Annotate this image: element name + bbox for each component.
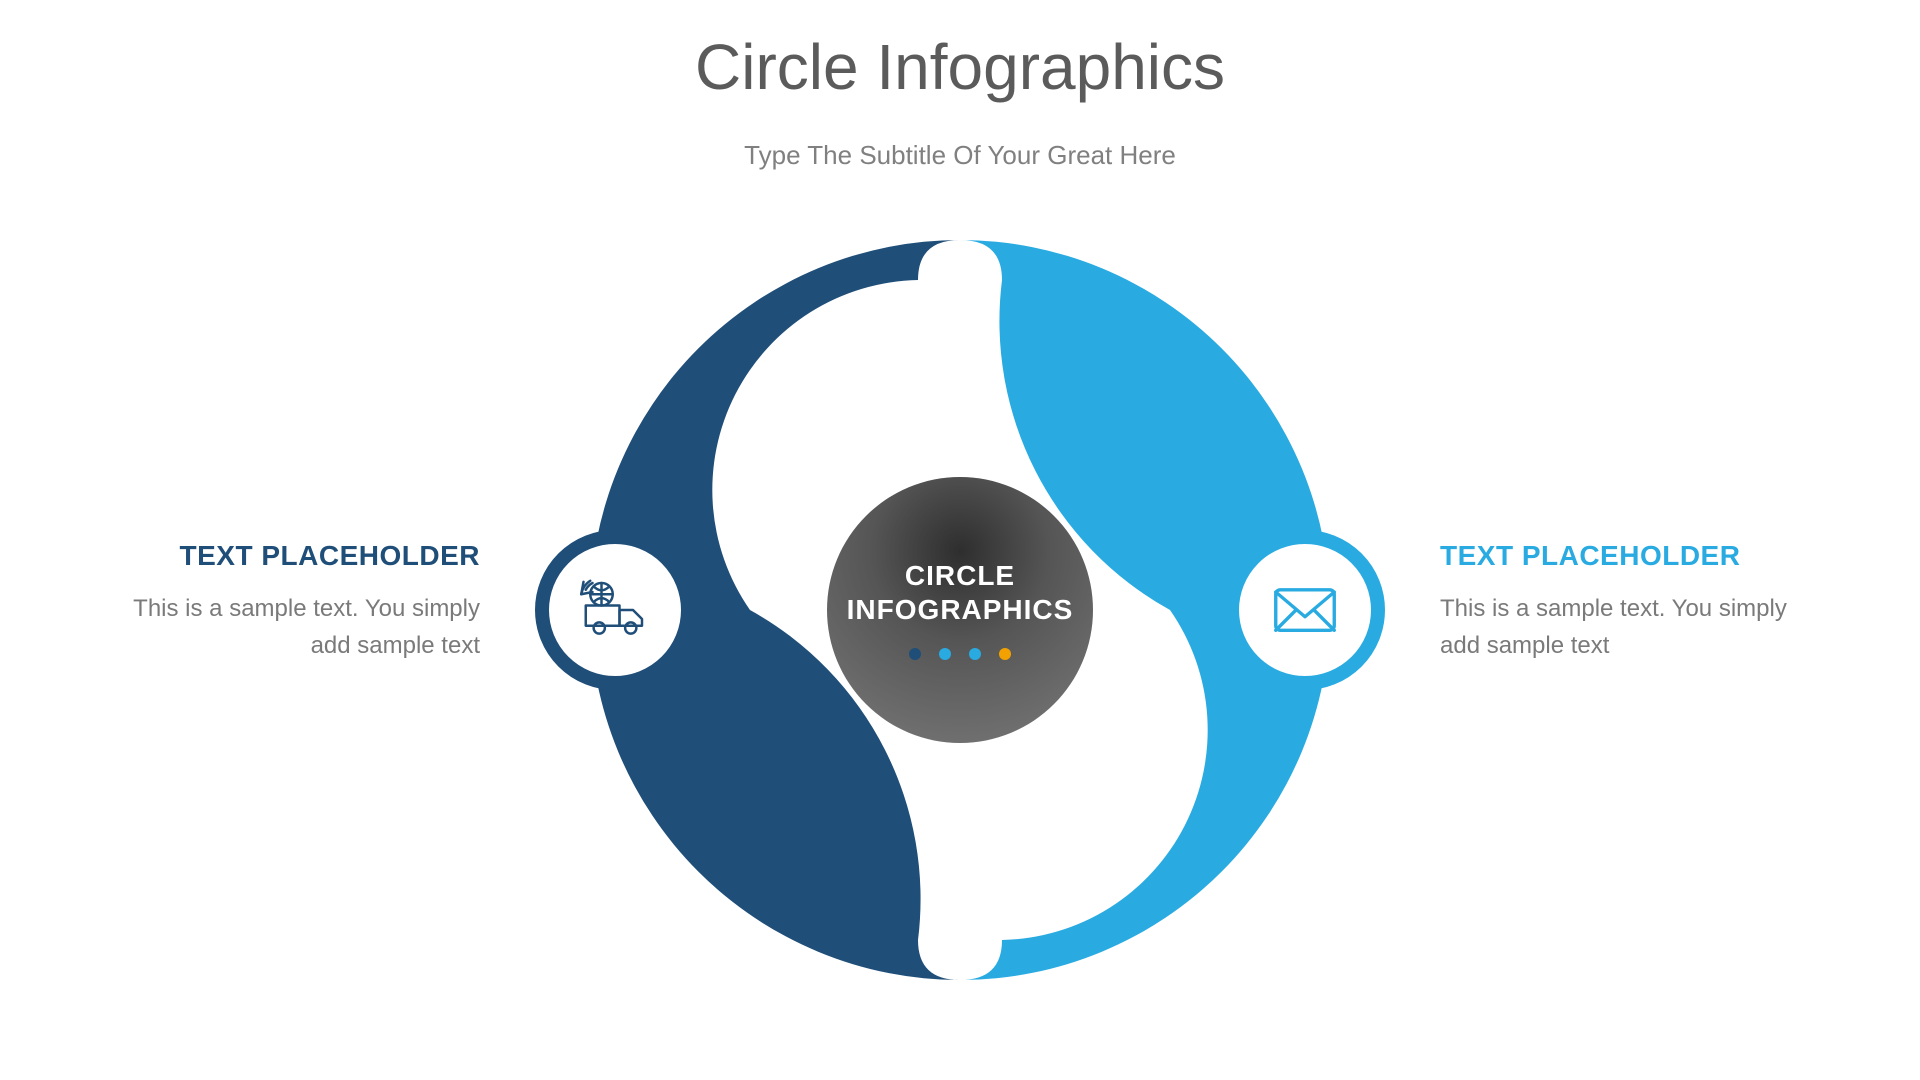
dot-2 (939, 648, 951, 660)
center-label-line2: INFOGRAPHICS (847, 594, 1074, 626)
center-circle: CIRCLE INFOGRAPHICS (827, 477, 1093, 743)
page-subtitle: Type The Subtitle Of Your Great Here (0, 140, 1920, 171)
left-placeholder-body: This is a sample text. You simply add sa… (120, 590, 480, 664)
dot-3 (969, 648, 981, 660)
center-dots (909, 648, 1011, 660)
right-text-block: TEXT PLACEHOLDER This is a sample text. … (1440, 540, 1800, 664)
center-label-line1: CIRCLE (905, 560, 1015, 592)
truck-globe-icon (579, 574, 651, 646)
envelope-icon (1269, 574, 1341, 646)
left-placeholder-title: TEXT PLACEHOLDER (120, 540, 480, 572)
circle-infographic: CIRCLE INFOGRAPHICS (580, 230, 1340, 990)
icon-bubble-left (535, 530, 695, 690)
dot-1 (909, 648, 921, 660)
page-title: Circle Infographics (0, 30, 1920, 104)
slide: Circle Infographics Type The Subtitle Of… (0, 0, 1920, 1080)
right-placeholder-title: TEXT PLACEHOLDER (1440, 540, 1800, 572)
icon-bubble-right (1225, 530, 1385, 690)
dot-4 (999, 648, 1011, 660)
right-placeholder-body: This is a sample text. You simply add sa… (1440, 590, 1800, 664)
left-text-block: TEXT PLACEHOLDER This is a sample text. … (120, 540, 480, 664)
